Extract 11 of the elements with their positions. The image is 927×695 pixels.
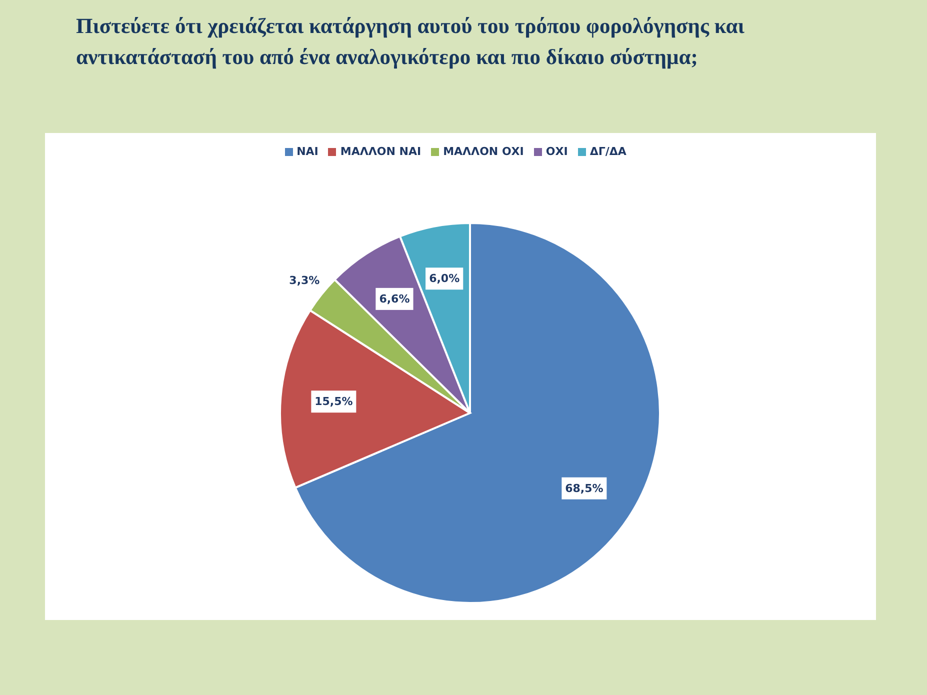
data-label: 15,5% <box>314 395 353 408</box>
legend-label: ΜΑΛΛΟΝ ΟΧΙ <box>443 145 524 158</box>
data-label: 6,6% <box>379 292 410 306</box>
data-label: 68,5% <box>565 482 604 495</box>
legend-label: ΜΑΛΛΟΝ ΝΑΙ <box>340 145 422 158</box>
legend-label: ΝΑΙ <box>296 145 318 158</box>
legend-label: ΟΧΙ <box>546 145 568 158</box>
data-label: 3,3% <box>289 274 320 288</box>
legend-label: ΔΓ/ΔΑ <box>590 145 626 158</box>
data-label: 6,0% <box>429 272 460 286</box>
chart-title: Πιστεύετε ότι χρειάζεται κατάργηση αυτού του τρόπου φορολόγησης και αντικατάστασή του από ένα αναλογικότερο και πιο δίκαιο σύστημα; <box>76 13 746 71</box>
